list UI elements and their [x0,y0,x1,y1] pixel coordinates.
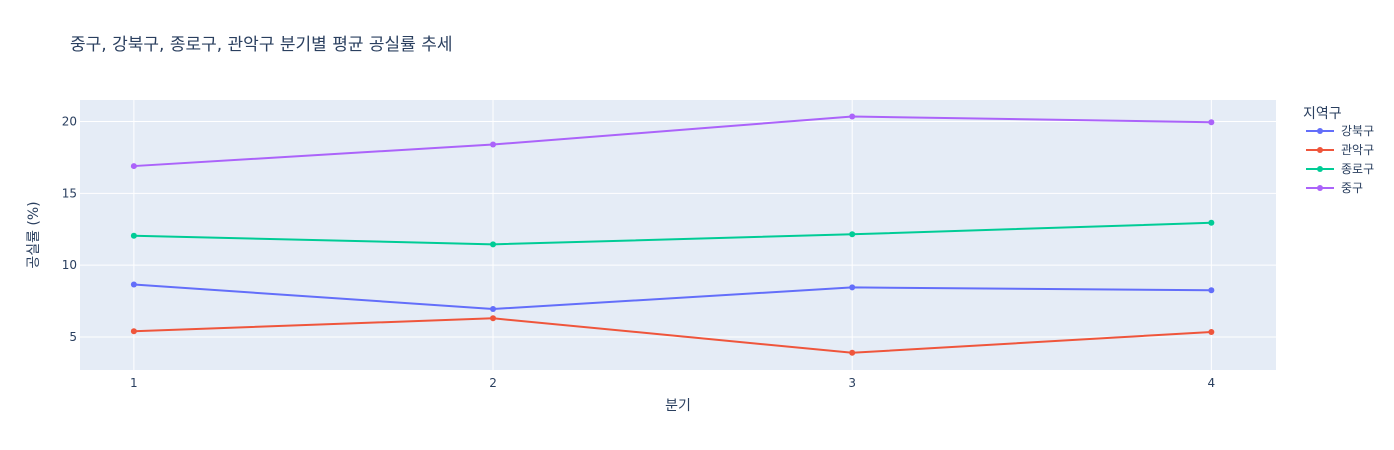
x-tick-label: 2 [489,376,497,390]
data-point [490,315,497,322]
data-point [130,163,137,170]
x-axis-label: 분기 [665,398,691,414]
y-tick-label: 20 [62,115,77,129]
y-axis-label: 공실률 (%) [26,201,42,268]
data-point [130,232,137,239]
series-강북구 [130,281,1215,312]
data-point [130,328,137,335]
legend-item[interactable]: 관악구 [1306,143,1374,157]
y-tick-label: 10 [62,258,77,272]
plot-area [80,100,1276,370]
legend-item[interactable]: 강북구 [1306,124,1374,138]
data-point [1208,219,1215,226]
data-point [490,241,497,248]
series-line [133,221,1212,246]
data-point [130,281,137,288]
y-tick-label: 15 [62,186,77,200]
y-tick-labels: 5 10 15 20 [62,115,77,344]
legend-swatch-marker [1317,166,1323,172]
y-tick-label: 5 [69,330,77,344]
legend-label: 관악구 [1341,143,1374,157]
data-point [849,113,856,120]
legend-swatch-marker [1317,128,1323,134]
legend-label: 강북구 [1341,124,1374,138]
x-tick-label: 4 [1208,376,1216,390]
data-point [849,349,856,356]
series-관악구 [130,315,1215,356]
legend-swatch-marker [1317,147,1323,153]
data-point [1208,287,1215,294]
legend-item[interactable]: 종로구 [1306,162,1374,176]
data-point [849,284,856,291]
series-lines [130,113,1215,356]
legend-item[interactable]: 중구 [1306,181,1363,195]
legend-label: 종로구 [1341,162,1374,176]
chart-title: 중구, 강북구, 종로구, 관악구 분기별 평균 공실률 추세 [70,35,452,55]
legend-label: 중구 [1341,181,1363,195]
x-tick-label: 3 [848,376,856,390]
data-point [1208,119,1215,126]
series-line [133,283,1212,310]
legend-title: 지역구 [1303,106,1342,122]
x-tick-label: 1 [130,376,138,390]
x-tick-labels: 1 2 3 4 [130,376,1215,390]
series-종로구 [130,219,1215,248]
data-point [1208,328,1215,335]
legend-swatch-marker [1317,185,1323,191]
data-point [849,231,856,238]
data-point [490,141,497,148]
series-line [133,115,1212,168]
data-point [490,305,497,312]
series-line [133,317,1212,354]
series-중구 [130,113,1215,170]
